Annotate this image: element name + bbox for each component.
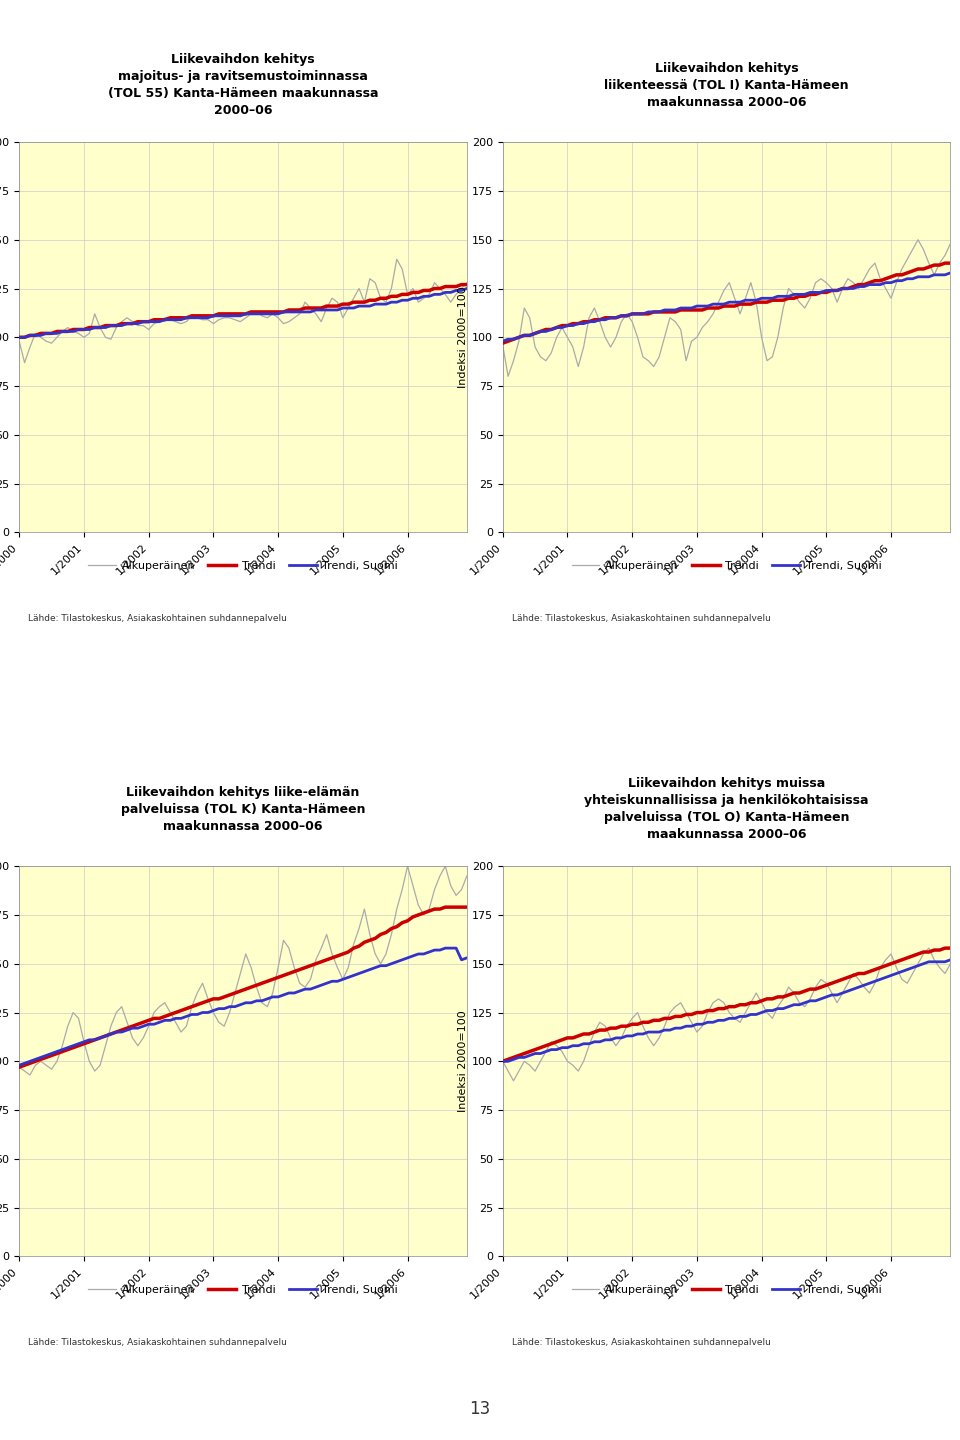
Text: Liikevaihdon kehitys liike-elämän
palveluissa (TOL K) Kanta-Hämeen
maakunnassa 2: Liikevaihdon kehitys liike-elämän palvel… [121,786,366,832]
Text: Lähde: Tilastokeskus, Asiakaskohtainen suhdannepalvelu: Lähde: Tilastokeskus, Asiakaskohtainen s… [28,615,287,624]
Text: 13: 13 [469,1400,491,1418]
Y-axis label: Indeksi 2000=100: Indeksi 2000=100 [458,1011,468,1112]
Legend: Alkuperäinen, Trendi, Trendi, Suomi: Alkuperäinen, Trendi, Trendi, Suomi [567,557,886,576]
Legend: Alkuperäinen, Trendi, Trendi, Suomi: Alkuperäinen, Trendi, Trendi, Suomi [84,1282,402,1300]
Text: Lähde: Tilastokeskus, Asiakaskohtainen suhdannepalvelu: Lähde: Tilastokeskus, Asiakaskohtainen s… [512,1338,771,1348]
Text: Liikevaihdon kehitys
majoitus- ja ravitsemustoiminnassa
(TOL 55) Kanta-Hämeen ma: Liikevaihdon kehitys majoitus- ja ravits… [108,53,378,118]
Text: Lähde: Tilastokeskus, Asiakaskohtainen suhdannepalvelu: Lähde: Tilastokeskus, Asiakaskohtainen s… [512,615,771,624]
Legend: Alkuperäinen, Trendi, Trendi, Suomi: Alkuperäinen, Trendi, Trendi, Suomi [84,557,402,576]
Y-axis label: Indeksi 2000=100: Indeksi 2000=100 [458,287,468,389]
Text: Liikevaihdon kehitys muissa
yhteiskunnallisissa ja henkilökohtaisissa
palveluiss: Liikevaihdon kehitys muissa yhteiskunnal… [585,778,869,841]
Legend: Alkuperäinen, Trendi, Trendi, Suomi: Alkuperäinen, Trendi, Trendi, Suomi [567,1282,886,1300]
Text: Lähde: Tilastokeskus, Asiakaskohtainen suhdannepalvelu: Lähde: Tilastokeskus, Asiakaskohtainen s… [28,1338,287,1348]
Text: Liikevaihdon kehitys
liikenteessä (TOL I) Kanta-Hämeen
maakunnassa 2000–06: Liikevaihdon kehitys liikenteessä (TOL I… [604,62,849,109]
